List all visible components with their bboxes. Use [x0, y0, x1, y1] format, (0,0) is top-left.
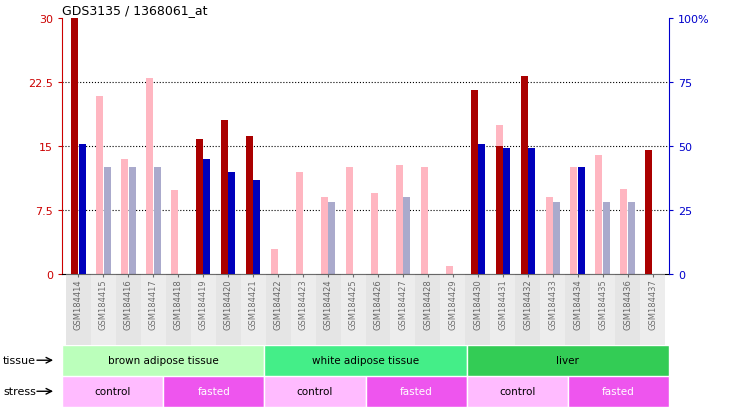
Text: liver: liver	[556, 355, 579, 366]
Bar	[545, 198, 553, 275]
Bar	[196, 164, 203, 275]
Bar	[129, 168, 135, 275]
Bar	[291, 275, 316, 345]
Bar	[640, 275, 665, 345]
Bar	[216, 275, 240, 345]
Bar	[271, 249, 278, 275]
Text: control: control	[297, 386, 333, 396]
Bar	[154, 168, 161, 275]
Bar	[296, 172, 303, 275]
Bar	[496, 125, 503, 275]
Bar	[96, 97, 103, 275]
Text: tissue: tissue	[3, 355, 36, 366]
Bar	[366, 275, 390, 345]
Bar	[221, 165, 228, 275]
Bar	[528, 148, 535, 275]
Bar	[628, 202, 635, 275]
Bar	[341, 275, 366, 345]
Bar	[171, 191, 178, 275]
Bar	[163, 376, 265, 407]
Bar	[390, 275, 415, 345]
Bar	[79, 145, 86, 275]
Bar	[228, 172, 235, 275]
Bar	[415, 275, 440, 345]
Bar	[203, 159, 211, 275]
Bar	[321, 198, 327, 275]
Bar	[371, 194, 378, 275]
Bar	[316, 275, 341, 345]
Bar	[471, 91, 477, 275]
Text: stress: stress	[3, 386, 36, 396]
Bar	[265, 345, 466, 376]
Bar	[478, 145, 485, 275]
Bar	[645, 151, 652, 275]
Bar	[565, 275, 590, 345]
Bar	[196, 140, 203, 275]
Bar	[121, 159, 128, 275]
Bar	[466, 275, 491, 345]
Bar	[420, 168, 428, 275]
Text: brown adipose tissue: brown adipose tissue	[108, 355, 219, 366]
Bar	[104, 168, 110, 275]
Bar	[91, 275, 115, 345]
Bar	[62, 345, 265, 376]
Bar	[71, 19, 78, 275]
Bar	[596, 155, 602, 275]
Bar	[146, 78, 153, 275]
Bar	[246, 136, 253, 275]
Bar	[62, 376, 163, 407]
Bar	[141, 275, 166, 345]
Bar	[466, 345, 669, 376]
Bar	[491, 275, 515, 345]
Bar	[346, 168, 353, 275]
Bar	[328, 202, 336, 275]
Text: GDS3135 / 1368061_at: GDS3135 / 1368061_at	[62, 5, 208, 17]
Bar	[570, 168, 577, 275]
Bar	[240, 275, 265, 345]
Bar	[520, 77, 528, 275]
Bar	[203, 159, 211, 275]
Bar	[446, 266, 452, 275]
Bar	[578, 168, 585, 275]
Bar	[515, 275, 540, 345]
Bar	[254, 181, 260, 275]
Bar	[540, 275, 565, 345]
Bar	[503, 148, 510, 275]
Bar	[466, 376, 568, 407]
Bar	[221, 121, 228, 275]
Text: control: control	[499, 386, 535, 396]
Bar	[66, 275, 91, 345]
Bar	[616, 275, 640, 345]
Bar	[265, 376, 366, 407]
Bar	[603, 202, 610, 275]
Text: fasted: fasted	[602, 386, 635, 396]
Bar	[621, 189, 627, 275]
Bar	[265, 275, 291, 345]
Bar	[366, 376, 466, 407]
Bar	[553, 202, 560, 275]
Text: fasted: fasted	[400, 386, 433, 396]
Text: control: control	[94, 386, 131, 396]
Bar	[395, 165, 403, 275]
Bar	[166, 275, 191, 345]
Text: white adipose tissue: white adipose tissue	[312, 355, 419, 366]
Bar	[115, 275, 141, 345]
Text: fasted: fasted	[197, 386, 230, 396]
Bar	[228, 172, 235, 275]
Bar	[440, 275, 466, 345]
Bar	[191, 275, 216, 345]
Bar	[404, 198, 410, 275]
Bar	[590, 275, 616, 345]
Bar	[496, 147, 503, 275]
Bar	[568, 376, 669, 407]
